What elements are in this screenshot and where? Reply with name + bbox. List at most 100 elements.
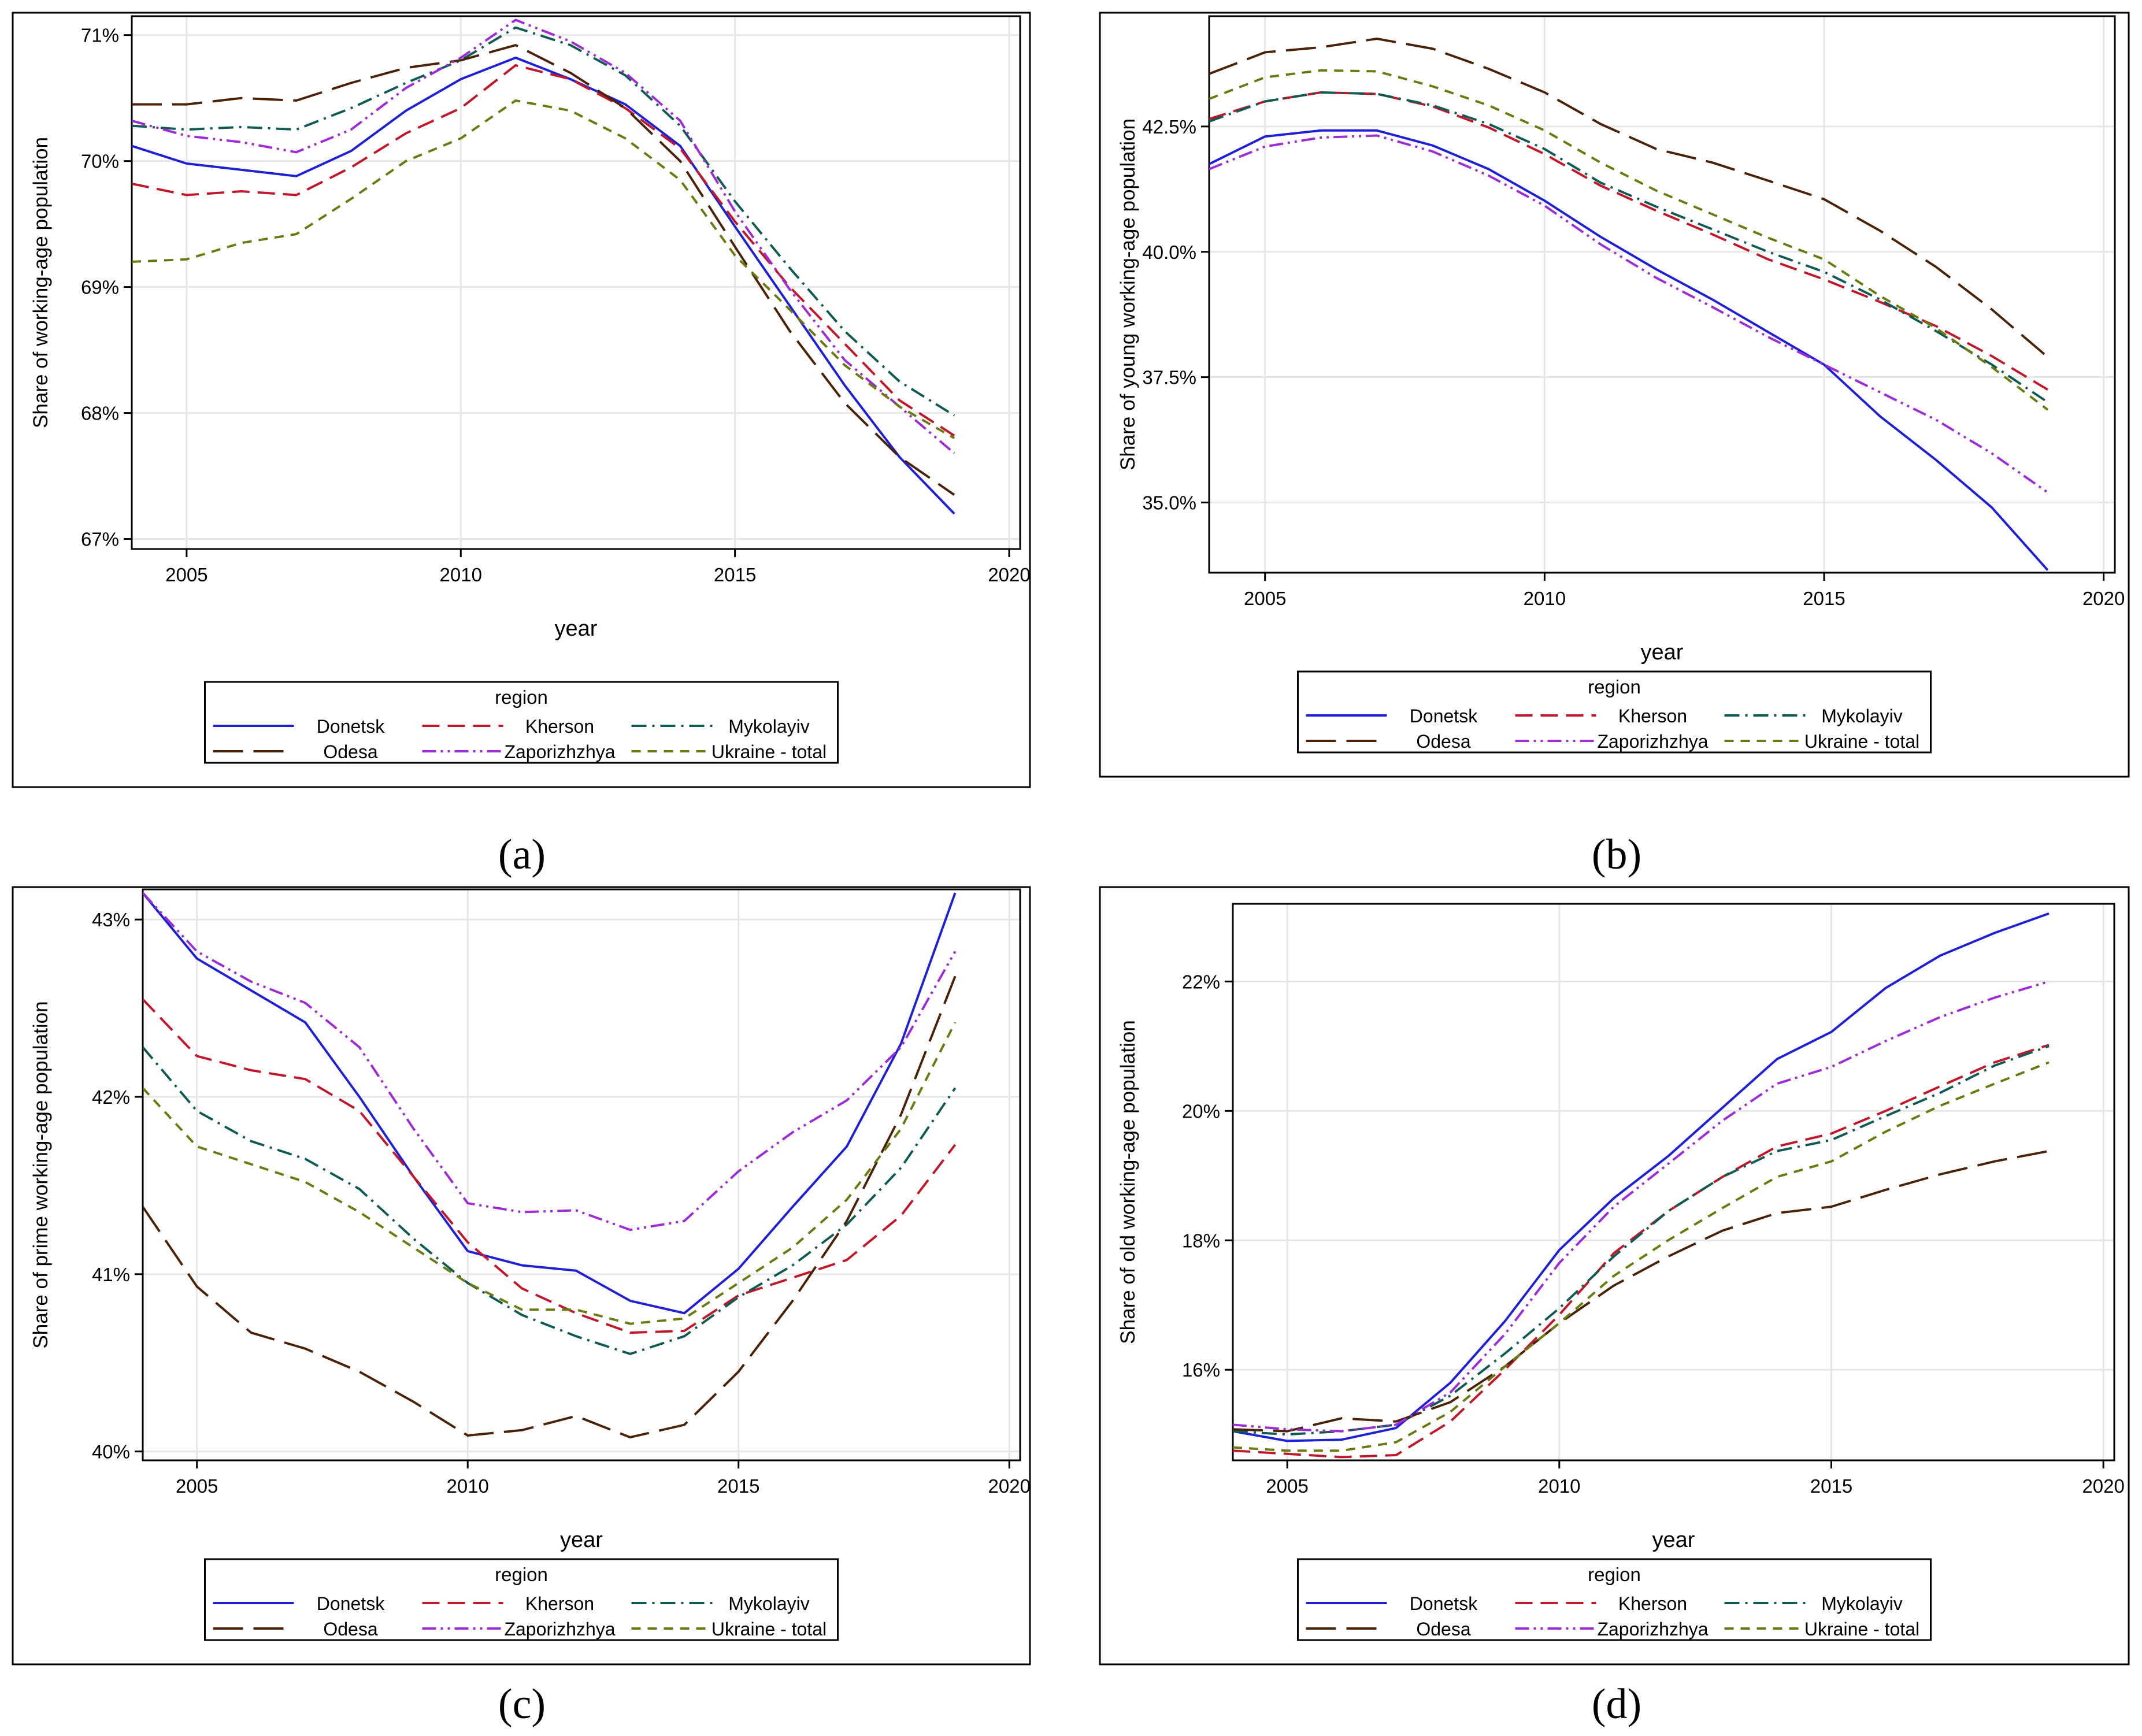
plot-area — [1208, 15, 2116, 574]
series-line-ukraine-total — [132, 99, 955, 439]
series-line-zaporizhzhya — [143, 892, 957, 1231]
y-tick-label: 69% — [81, 277, 119, 298]
x-tick-label: 2005 — [176, 1475, 218, 1497]
legend-label-zaporizhzhya: Zaporizhzhya — [1597, 1619, 1708, 1639]
legend-label-zaporizhzhya: Zaporizhzhya — [1597, 731, 1708, 752]
plot-area — [1232, 903, 2115, 1461]
y-tick-label: 41% — [92, 1264, 130, 1285]
series-line-ukraine-total — [1209, 69, 2049, 411]
panel-frame — [12, 12, 1031, 788]
series-line-zaporizhzhya — [132, 18, 955, 454]
legend-label-mykolayiv: Mykolayiv — [1821, 706, 1902, 726]
series-line-mykolayiv — [143, 1046, 957, 1355]
y-tick-label: 16% — [1182, 1359, 1220, 1381]
series-line-mykolayiv — [132, 26, 955, 417]
x-axis-title: year — [1641, 640, 1684, 665]
y-tick-label: 40% — [92, 1441, 130, 1463]
x-tick-label: 2010 — [447, 1475, 489, 1497]
series-line-donetsk — [1209, 129, 2049, 572]
x-axis-title: year — [1652, 1528, 1695, 1552]
legend-label-ukraine-total: Ukraine - total — [1804, 1619, 1919, 1639]
series-line-odesa — [1209, 38, 2049, 358]
y-tick-label: 35.0% — [1142, 492, 1196, 514]
x-tick-label: 2005 — [165, 564, 207, 585]
legend-label-mykolayiv: Mykolayiv — [728, 1593, 809, 1614]
legend-label-odesa: Odesa — [1416, 1619, 1470, 1639]
legend-title: region — [495, 1564, 548, 1585]
x-tick-label: 2020 — [988, 564, 1030, 585]
x-axis-title: year — [560, 1528, 603, 1552]
legend-label-kherson: Kherson — [1618, 706, 1687, 726]
panel-frame — [1099, 12, 2130, 778]
panel-c: 40% 41% 42% 43% 2005 2010 2015 2020 year Share of… — [12, 886, 1031, 1665]
panel-b: 35.0% 37.5% 40.0% 42.5% 2005 2010 2015 2020 year… — [1099, 12, 2130, 778]
y-tick-label: 67% — [81, 529, 119, 550]
panel-d-caption: (d) — [1592, 1681, 1641, 1728]
series-line-zaporizhzhya — [1233, 980, 2050, 1433]
legend-box — [204, 681, 839, 764]
legend-label-ukraine-total: Ukraine - total — [711, 1619, 827, 1639]
panel-a: 67% 68% 69% 70% 71% 2005 2010 2015 2020 year Share… — [12, 12, 1031, 788]
series-line-kherson — [132, 64, 955, 437]
legend-label-odesa: Odesa — [323, 741, 377, 762]
legend-label-zaporizhzhya: Zaporizhzhya — [504, 741, 615, 762]
x-tick-label: 2015 — [1803, 588, 1845, 609]
y-tick-label: 70% — [81, 151, 119, 172]
y-tick-label: 43% — [92, 909, 130, 930]
x-tick-label: 2015 — [717, 1475, 759, 1497]
y-tick-label: 20% — [1182, 1100, 1220, 1122]
legend-label-kherson: Kherson — [1618, 1593, 1687, 1614]
series-line-donetsk — [132, 56, 955, 515]
legend-box — [1297, 670, 1932, 754]
legend-label-mykolayiv: Mykolayiv — [728, 716, 809, 737]
series-line-kherson — [1233, 1044, 2050, 1459]
plot-area — [142, 888, 1021, 1461]
y-tick-label: 42.5% — [1142, 116, 1196, 138]
panel-b-caption: (b) — [1592, 831, 1641, 878]
legend-box — [1297, 1558, 1932, 1641]
y-tick-label: 68% — [81, 403, 119, 424]
series-line-mykolayiv — [1209, 91, 2049, 403]
y-tick-label: 18% — [1182, 1230, 1220, 1251]
panel-c-caption: (c) — [498, 1681, 546, 1728]
y-axis-title: Share of prime working-age population — [29, 1001, 52, 1348]
legend-title: region — [1588, 676, 1641, 698]
legend-label-odesa: Odesa — [323, 1619, 377, 1639]
x-tick-label: 2020 — [988, 1475, 1031, 1497]
panel-a-caption: (a) — [498, 831, 546, 878]
series-line-ukraine-total — [1233, 1061, 2050, 1452]
legend-label-donetsk: Donetsk — [317, 1593, 385, 1614]
legend-label-donetsk: Donetsk — [1410, 706, 1478, 726]
y-tick-label: 37.5% — [1142, 367, 1196, 388]
legend-title: region — [495, 687, 548, 708]
legend-label-donetsk: Donetsk — [317, 716, 385, 737]
legend-label-kherson: Kherson — [525, 1593, 594, 1614]
legend-label-kherson: Kherson — [525, 716, 594, 737]
series-line-kherson — [143, 998, 957, 1334]
legend-box — [204, 1558, 839, 1641]
x-tick-label: 2020 — [2082, 1475, 2124, 1497]
x-tick-label: 2010 — [1524, 588, 1566, 609]
series-line-zaporizhzhya — [1209, 134, 2049, 494]
x-tick-label: 2020 — [2082, 588, 2125, 609]
x-axis-title: year — [555, 617, 598, 641]
y-tick-label: 71% — [81, 25, 119, 46]
y-tick-label: 22% — [1182, 971, 1220, 992]
legend-label-mykolayiv: Mykolayiv — [1821, 1593, 1902, 1614]
series-line-kherson — [1209, 91, 2048, 391]
x-tick-label: 2015 — [1810, 1475, 1852, 1497]
y-axis-title: Share of old working-age population — [1117, 1020, 1139, 1344]
series-line-ukraine-total — [143, 1022, 957, 1325]
plot-area — [131, 15, 1021, 550]
legend-title: region — [1588, 1564, 1641, 1585]
x-tick-label: 2005 — [1266, 1475, 1308, 1497]
panel-d: 16% 18% 20% 22% 2005 2010 2015 2020 year Share of… — [1099, 886, 2130, 1665]
series-line-donetsk — [143, 892, 957, 1315]
y-axis-title: Share of young working-age population — [1117, 118, 1139, 470]
series-line-odesa — [132, 44, 955, 496]
series-line-donetsk — [1233, 912, 2050, 1442]
y-tick-label: 42% — [92, 1086, 130, 1108]
x-tick-label: 2015 — [714, 564, 756, 585]
legend-label-ukraine-total: Ukraine - total — [1804, 731, 1919, 752]
